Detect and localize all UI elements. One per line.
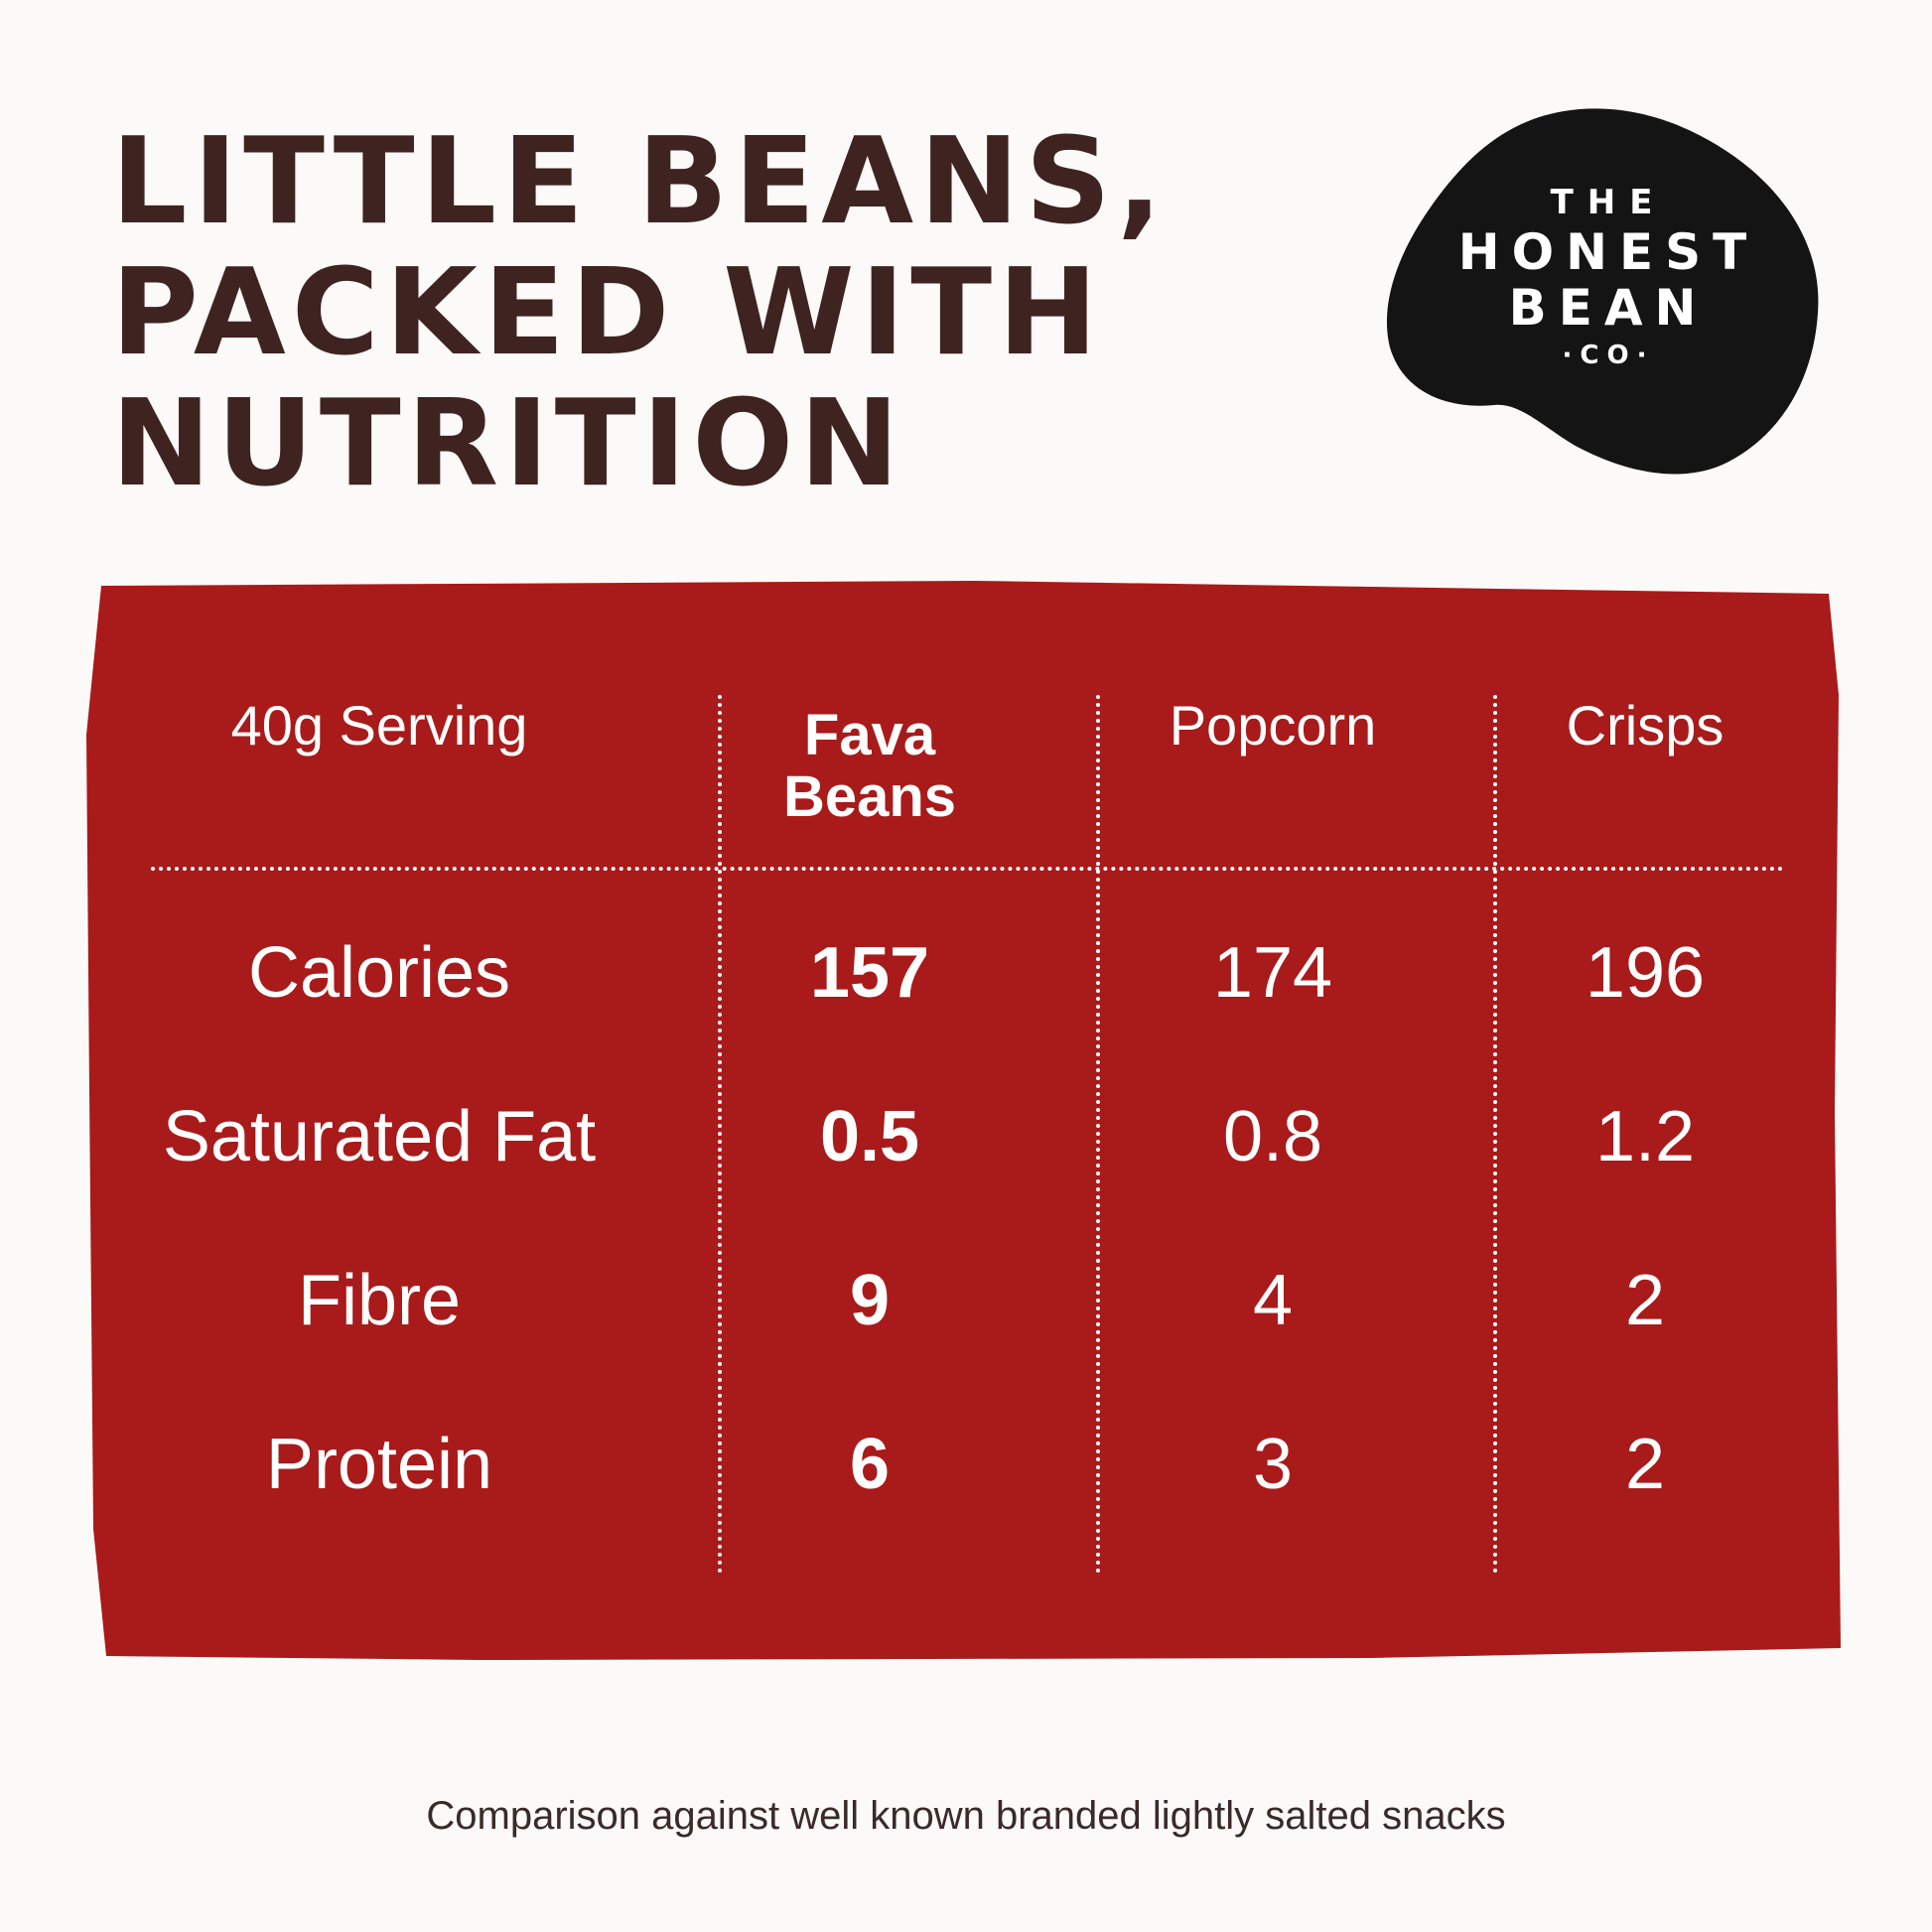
comparison-panel: 40g Serving Fava Beans Popcorn Crisps Ca…	[81, 576, 1849, 1668]
protein-fava: 6	[849, 1425, 891, 1504]
row-label-protein: Protein	[265, 1425, 493, 1504]
logo-the: THE	[1550, 183, 1667, 222]
row-label-saturated-fat: Saturated Fat	[162, 1097, 597, 1176]
row-label-fibre: Fibre	[297, 1261, 462, 1340]
logo-bean: BEAN	[1508, 279, 1709, 337]
nutrition-comparison-table: 40g Serving Fava Beans Popcorn Crisps Ca…	[81, 576, 1849, 1668]
logo-wordmark: THE HONEST BEAN ·CO·	[1445, 181, 1772, 375]
header-fava-beans: Fava Beans	[782, 703, 957, 829]
calories-crisps: 196	[1585, 933, 1706, 1013]
headline-line-1: Little Beans,	[111, 113, 1169, 251]
headline-line-3: Nutrition	[111, 375, 905, 513]
row-label-calories: Calories	[247, 933, 511, 1013]
logo-co: ·CO·	[1562, 341, 1655, 370]
fibre-fava: 9	[849, 1261, 891, 1340]
headline-line-2: Packed With	[111, 244, 1104, 382]
protein-popcorn: 3	[1252, 1425, 1294, 1504]
calories-popcorn: 174	[1212, 933, 1333, 1013]
calories-fava: 157	[809, 933, 930, 1013]
brand-logo: THE HONEST BEAN ·CO·	[1375, 99, 1822, 477]
saturated-fat-fava: 0.5	[819, 1097, 920, 1176]
headline: Little Beans, Packed With Nutrition	[111, 117, 1203, 510]
fibre-crisps: 2	[1624, 1261, 1666, 1340]
header-serving: 40g Serving	[230, 694, 528, 757]
header-popcorn: Popcorn	[1169, 694, 1377, 757]
saturated-fat-crisps: 1.2	[1594, 1097, 1696, 1176]
header-divider	[151, 867, 1784, 871]
column-divider-1	[718, 695, 722, 1574]
footnote: Comparison against well known branded li…	[426, 1794, 1506, 1838]
column-divider-3	[1493, 695, 1497, 1574]
header-crisps: Crisps	[1566, 694, 1725, 757]
logo-honest: HONEST	[1457, 223, 1759, 281]
saturated-fat-popcorn: 0.8	[1222, 1097, 1323, 1176]
panel-background	[86, 581, 1841, 1660]
fibre-popcorn: 4	[1252, 1261, 1294, 1340]
column-divider-2	[1096, 695, 1100, 1574]
protein-crisps: 2	[1624, 1425, 1666, 1504]
logo-blob-shape	[1386, 108, 1819, 475]
